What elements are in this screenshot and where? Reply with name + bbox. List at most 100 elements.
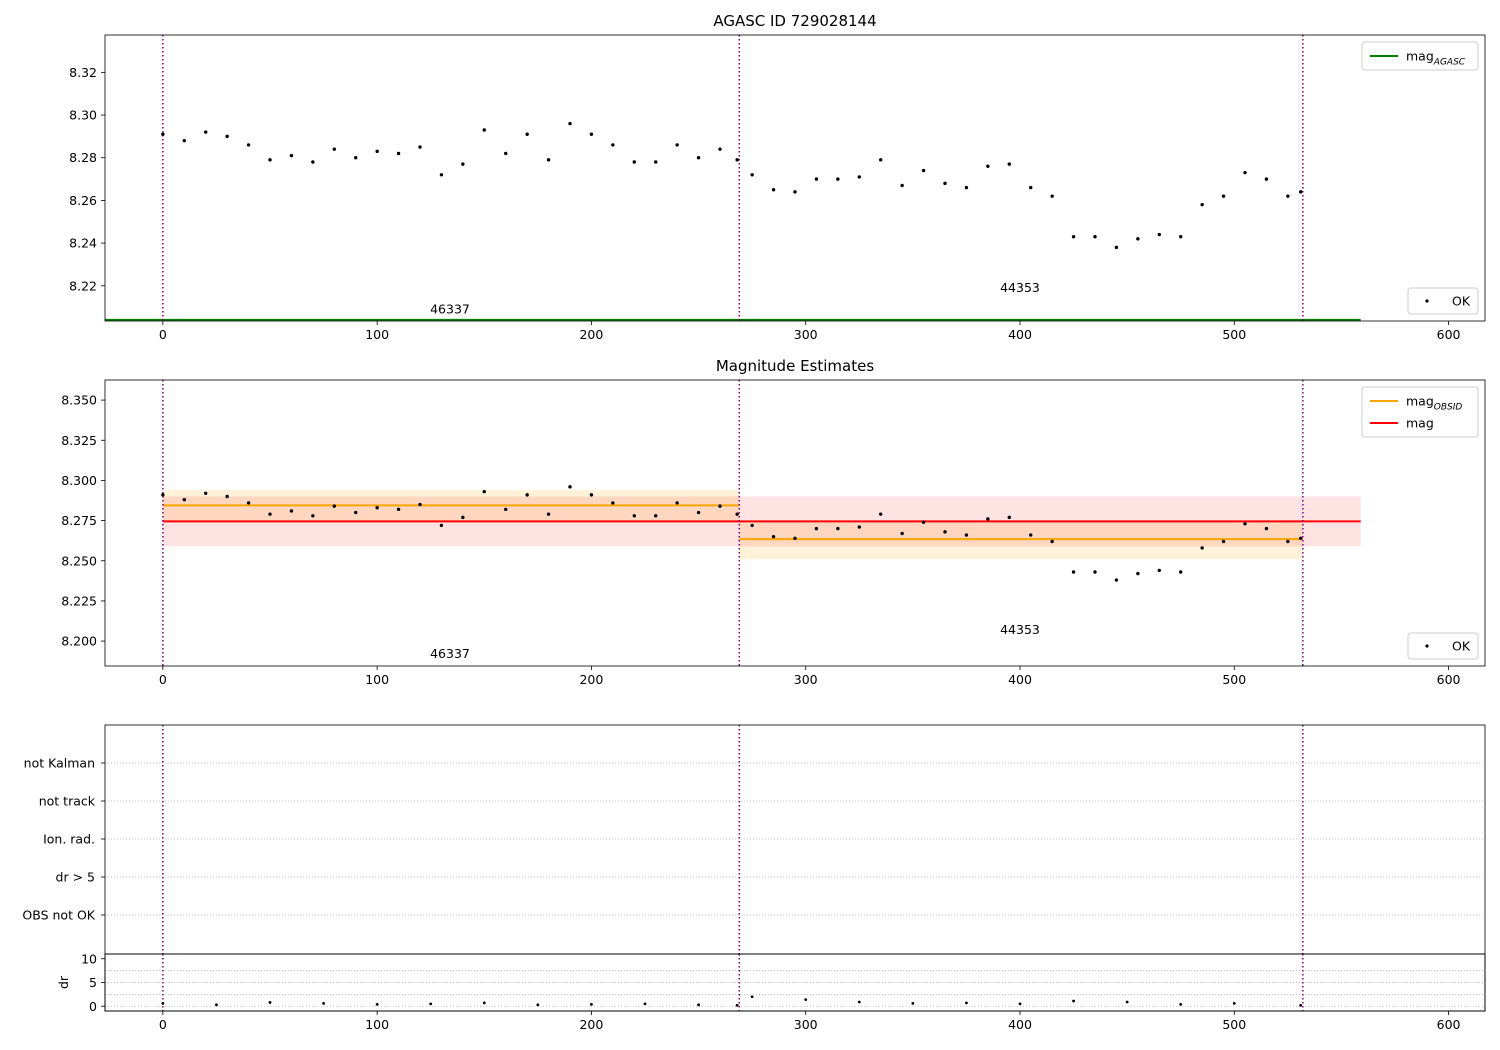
x-tick-label: 0 [159, 672, 167, 687]
data-point [568, 485, 572, 489]
data-point [161, 132, 165, 136]
data-point [900, 531, 904, 536]
data-point [1136, 237, 1140, 241]
data-point [1299, 536, 1303, 540]
y-tick-label: 8.350 [61, 393, 97, 408]
data-point [525, 132, 529, 136]
data-point [268, 512, 272, 516]
data-point [204, 130, 208, 134]
data-point [900, 183, 904, 188]
y-axis-label: dr [56, 975, 71, 989]
data-point [964, 533, 969, 537]
y-tick-label: 8.300 [61, 473, 97, 488]
data-point [311, 160, 315, 164]
data-point [1221, 194, 1226, 198]
data-point [1136, 571, 1140, 576]
data-point [836, 526, 840, 531]
x-tick-label: 400 [1008, 672, 1032, 687]
y-tick-label: 8.26 [69, 193, 97, 208]
plot-area: 46337 44353 [105, 35, 1361, 321]
data-point [857, 525, 861, 529]
data-point [793, 190, 797, 194]
flag-label: not track [39, 794, 96, 809]
legend-box [1361, 41, 1479, 71]
x-tick-label: 100 [365, 327, 389, 342]
data-point [1179, 1002, 1183, 1006]
data-point [418, 502, 422, 507]
data-point [268, 158, 272, 162]
data-point [225, 134, 229, 139]
y-tick-label: 0 [89, 999, 97, 1014]
panel-title: Magnitude Estimates [716, 357, 874, 375]
data-point [1179, 570, 1183, 574]
data-point [182, 138, 186, 143]
x-tick-label: 200 [579, 672, 603, 687]
data-point [161, 493, 165, 497]
y-tick-label: 8.22 [69, 278, 97, 293]
data-point [696, 156, 701, 160]
panel-2: Magnitude Estimates 46337 44353 0 100 200 300 4… [61, 357, 1486, 687]
data-point [1029, 533, 1033, 537]
data-point [1050, 194, 1054, 198]
data-point [611, 501, 615, 505]
data-point [911, 1002, 915, 1005]
data-point [735, 1003, 739, 1007]
data-point [1157, 232, 1161, 237]
y-tick-label: 8.24 [69, 236, 97, 251]
data-point [182, 498, 186, 502]
data-point [311, 514, 315, 518]
x-tick-label: 0 [159, 1017, 167, 1032]
data-point [1093, 234, 1097, 239]
data-point [332, 147, 336, 151]
data-point [1200, 546, 1204, 550]
data-point [418, 145, 422, 149]
data-point [204, 491, 208, 495]
flag-label: dr > 5 [56, 870, 95, 885]
data-point [322, 1002, 325, 1005]
legend-label: mag [1406, 416, 1434, 431]
data-point [1243, 522, 1247, 526]
data-point [504, 507, 508, 512]
data-point [857, 1000, 861, 1004]
data-point [611, 143, 615, 147]
data-point [1299, 1003, 1303, 1007]
data-point [921, 520, 926, 524]
x-tick-label: 100 [365, 672, 389, 687]
data-point [1179, 234, 1183, 239]
flag-label: OBS not OK [22, 908, 95, 923]
data-point [697, 1003, 700, 1007]
y-tick-label: 8.30 [69, 108, 97, 123]
data-point [879, 158, 883, 162]
data-point [354, 156, 358, 160]
legend-box [1361, 386, 1479, 438]
data-point [675, 143, 679, 147]
axes-frame [104, 379, 1486, 667]
x-tick-label: 600 [1437, 672, 1461, 687]
x-tick-label: 600 [1437, 1017, 1461, 1032]
data-point [654, 160, 658, 164]
data-point [1299, 190, 1303, 194]
data-point [375, 1002, 379, 1006]
data-point [879, 512, 883, 516]
data-point [1114, 245, 1119, 250]
y-tick-label: 8.275 [61, 513, 97, 528]
data-point [921, 168, 926, 173]
x-tick-label: 400 [1008, 327, 1032, 342]
x-tick-label: 300 [794, 327, 818, 342]
legend-label: OK [1452, 294, 1471, 309]
x-tick-label: 500 [1222, 1017, 1246, 1032]
data-point [814, 526, 819, 531]
y-tick-label: 10 [81, 951, 97, 966]
data-point [836, 177, 840, 181]
flag-label: not Kalman [24, 756, 95, 771]
data-point [482, 489, 486, 494]
data-point [1221, 539, 1226, 544]
data-point [1232, 1002, 1236, 1005]
data-point [632, 160, 636, 164]
data-point [750, 173, 754, 177]
data-point [1018, 1002, 1022, 1006]
data-point [482, 128, 486, 132]
data-point [675, 501, 679, 505]
y-tick-label: 8.325 [61, 433, 97, 448]
